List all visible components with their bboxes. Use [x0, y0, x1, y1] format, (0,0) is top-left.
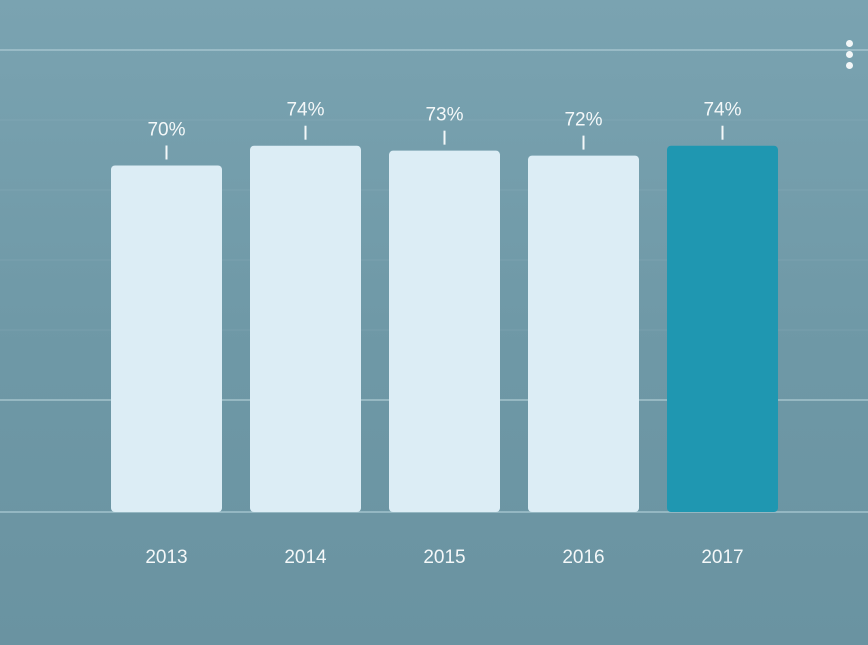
value-label-2015: 73%	[425, 105, 463, 126]
category-labels: 2013 2014 2015 2016 2017	[145, 547, 743, 568]
category-label-2016: 2016	[562, 547, 604, 568]
category-label-2013: 2013	[145, 547, 187, 568]
menu-dot	[845, 62, 853, 69]
category-label-2014: 2014	[284, 547, 327, 568]
bar-2013[interactable]	[111, 165, 222, 513]
value-label-2017: 74%	[703, 100, 741, 121]
menu-dot	[845, 40, 853, 47]
bar-2015[interactable]	[389, 150, 500, 512]
menu-dot	[845, 51, 853, 58]
category-label-2015: 2015	[423, 547, 465, 568]
value-labels: 70% 74% 73% 72% 74%	[147, 100, 742, 160]
value-label-2016: 72%	[564, 110, 602, 131]
value-label-2014: 74%	[286, 100, 324, 121]
bars	[111, 145, 778, 513]
value-label-2013: 70%	[147, 120, 185, 141]
bar-2016[interactable]	[528, 155, 639, 512]
bar-2014[interactable]	[250, 145, 361, 512]
bar-2017[interactable]	[667, 145, 778, 512]
category-label-2017: 2017	[701, 547, 743, 568]
more-vertical-icon[interactable]	[844, 40, 854, 74]
